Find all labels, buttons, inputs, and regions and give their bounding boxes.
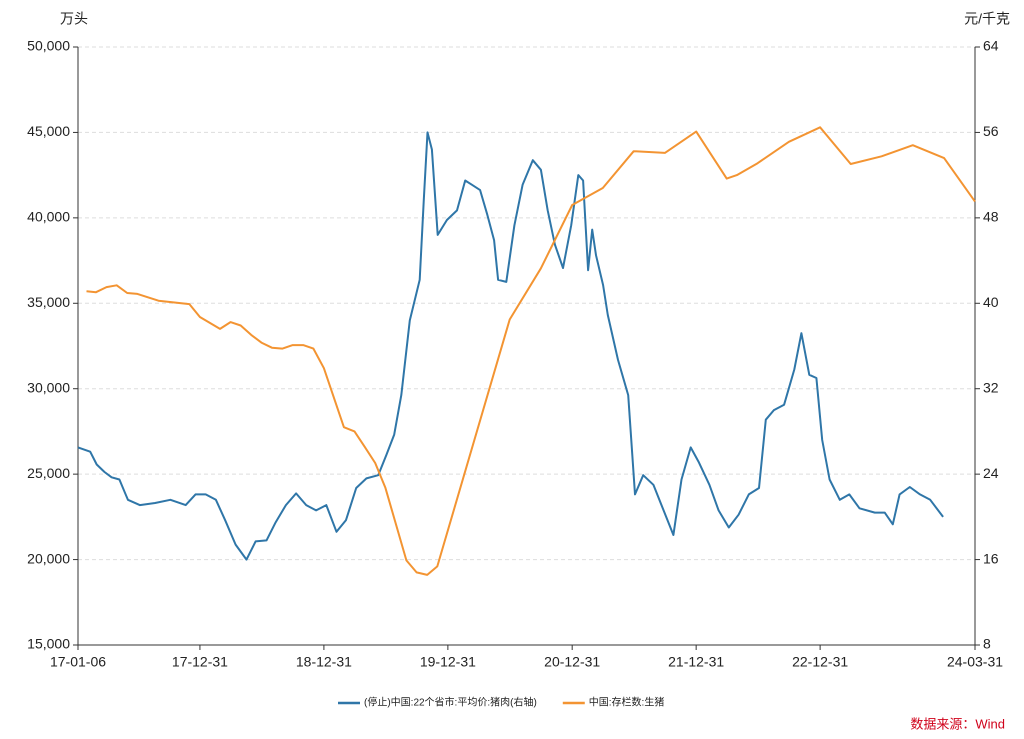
x-tick-label: 22-12-31 xyxy=(792,654,848,670)
y2-tick-label: 64 xyxy=(983,38,999,54)
y-axis-unit: 万头 xyxy=(60,11,88,27)
x-tick-label: 19-12-31 xyxy=(420,654,476,670)
x-tick-label: 24-03-31 xyxy=(947,654,1003,670)
series-line xyxy=(77,131,944,561)
legend-label: 中国:存栏数:生猪 xyxy=(589,696,665,709)
x-tick-label: 21-12-31 xyxy=(668,654,724,670)
series-line xyxy=(86,126,976,576)
y2-tick-label: 48 xyxy=(983,209,999,225)
y-tick-label: 35,000 xyxy=(27,294,70,310)
y-tick-label: 30,000 xyxy=(27,379,70,395)
y2-tick-label: 16 xyxy=(983,550,999,566)
y2-tick-label: 56 xyxy=(983,123,999,139)
y-tick-label: 15,000 xyxy=(27,636,70,652)
y2-tick-label: 24 xyxy=(983,465,999,481)
y2-axis-unit: 元/千克 xyxy=(964,11,1010,27)
legend-label: (停止)中国:22个省市:平均价:猪肉(右轴) xyxy=(364,696,537,709)
y-tick-label: 20,000 xyxy=(27,550,70,566)
y2-tick-label: 40 xyxy=(983,294,999,310)
x-tick-label: 20-12-31 xyxy=(544,654,600,670)
y-tick-label: 25,000 xyxy=(27,465,70,481)
x-tick-label: 18-12-31 xyxy=(296,654,352,670)
y-tick-label: 45,000 xyxy=(27,123,70,139)
y2-tick-label: 32 xyxy=(983,379,999,395)
x-tick-label: 17-12-31 xyxy=(172,654,228,670)
y-tick-label: 50,000 xyxy=(27,38,70,54)
source-note: 数据来源：Wind xyxy=(910,716,1005,731)
y2-tick-label: 8 xyxy=(983,636,991,652)
x-tick-label: 17-01-06 xyxy=(50,654,106,670)
y-tick-label: 40,000 xyxy=(27,209,70,225)
